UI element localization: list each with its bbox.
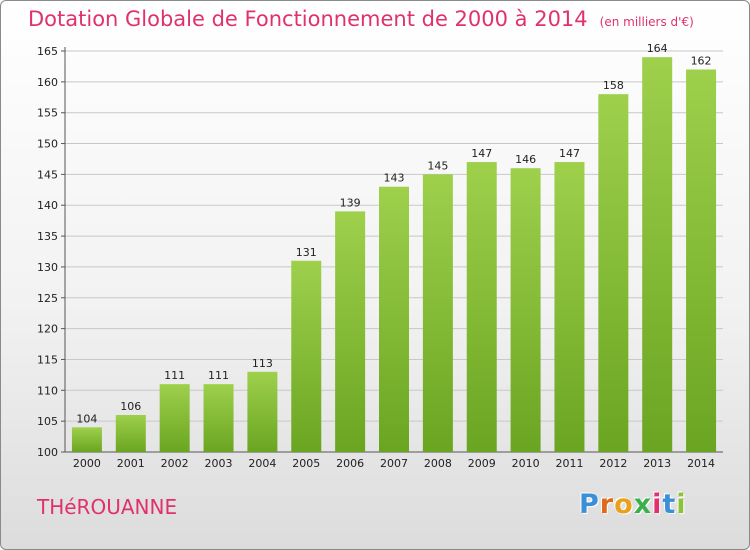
value-label-2010: 146 <box>515 153 536 166</box>
logo-letter: i <box>676 489 687 520</box>
y-tick-label: 110 <box>37 384 58 397</box>
chart-title: Dotation Globale de Fonctionnement de 20… <box>28 7 694 31</box>
commune-name: THéROUANNE <box>37 495 178 519</box>
bar-2002 <box>159 384 190 452</box>
value-label-2004: 113 <box>252 357 273 370</box>
bar-2010 <box>510 168 541 452</box>
x-tick-label-2002: 2002 <box>161 457 189 470</box>
x-tick-label-2000: 2000 <box>73 457 101 470</box>
x-tick-label-2014: 2014 <box>687 457 715 470</box>
logo-letter: i <box>652 489 663 520</box>
x-tick-label-2005: 2005 <box>292 457 320 470</box>
value-label-2008: 145 <box>427 159 448 172</box>
chart-subtitle: (en milliers d'€) <box>599 15 694 29</box>
value-label-2007: 143 <box>384 172 405 185</box>
bar-2008 <box>422 174 453 452</box>
x-tick-label-2013: 2013 <box>643 457 671 470</box>
value-label-2003: 111 <box>208 369 229 382</box>
bar-2005 <box>291 260 322 452</box>
logo-letter: o <box>614 489 634 520</box>
bar-2009 <box>466 162 497 453</box>
value-label-2000: 104 <box>76 412 97 425</box>
bar-2014 <box>686 69 717 452</box>
x-tick-label-2008: 2008 <box>424 457 452 470</box>
bar-2000 <box>71 427 102 452</box>
proxiti-logo: Proxiti <box>579 489 687 520</box>
y-tick-label: 135 <box>37 230 58 243</box>
value-label-2006: 139 <box>340 196 361 209</box>
y-tick-label: 105 <box>37 415 58 428</box>
bar-2011 <box>554 162 585 453</box>
bar-2003 <box>203 384 234 452</box>
value-label-2011: 147 <box>559 147 580 160</box>
value-label-2013: 164 <box>647 42 668 55</box>
value-label-2001: 106 <box>120 400 141 413</box>
x-tick-label-2001: 2001 <box>117 457 145 470</box>
y-tick-label: 140 <box>37 199 58 212</box>
y-tick-label: 130 <box>37 261 58 274</box>
bar-2004 <box>247 371 278 452</box>
logo-letter: t <box>662 489 677 520</box>
x-tick-label-2009: 2009 <box>468 457 496 470</box>
x-tick-labels: 2000 2001 2002 2003 2004 2005 2006 2007 2008 2009… <box>73 457 715 470</box>
bar-2006 <box>335 211 366 452</box>
y-tick-label: 150 <box>37 138 58 151</box>
y-tick-label: 125 <box>37 292 58 305</box>
y-tick-label: 100 <box>37 446 58 459</box>
x-tick-label-2004: 2004 <box>248 457 276 470</box>
y-tick-label: 115 <box>37 353 58 366</box>
title-text: Dotation Globale de Fonctionnement de 20… <box>28 7 588 31</box>
y-tick-label: 120 <box>37 323 58 336</box>
x-tick-label-2007: 2007 <box>380 457 408 470</box>
y-tick-label: 155 <box>37 107 58 120</box>
logo-letter: r <box>599 489 615 520</box>
value-label-2005: 131 <box>296 246 317 259</box>
x-tick-label-2010: 2010 <box>512 457 540 470</box>
y-tick-label: 145 <box>37 168 58 181</box>
value-labels: 104 106 111 111 113 131 139 143 145 147 146 147 158 1… <box>76 42 711 425</box>
x-tick-label-2012: 2012 <box>599 457 627 470</box>
logo-letter: x <box>633 489 653 520</box>
bar-2001 <box>115 414 146 452</box>
y-tick-labels: 100 105 110 115 120 125 130 135 140 145 150 155 160 1… <box>37 45 58 459</box>
y-tick-label: 160 <box>37 76 58 89</box>
x-tick-label-2006: 2006 <box>336 457 364 470</box>
x-tick-label-2011: 2011 <box>555 457 583 470</box>
value-label-2012: 158 <box>603 79 624 92</box>
bar-2007 <box>379 186 409 452</box>
value-label-2009: 147 <box>471 147 492 160</box>
bar-2013 <box>642 57 673 453</box>
x-tick-label-2003: 2003 <box>205 457 233 470</box>
y-tick-label: 165 <box>37 45 58 58</box>
value-label-2002: 111 <box>164 369 185 382</box>
logo-letter: P <box>579 489 600 520</box>
bars <box>71 57 717 453</box>
value-label-2014: 162 <box>691 55 712 68</box>
bar-2012 <box>598 94 629 452</box>
